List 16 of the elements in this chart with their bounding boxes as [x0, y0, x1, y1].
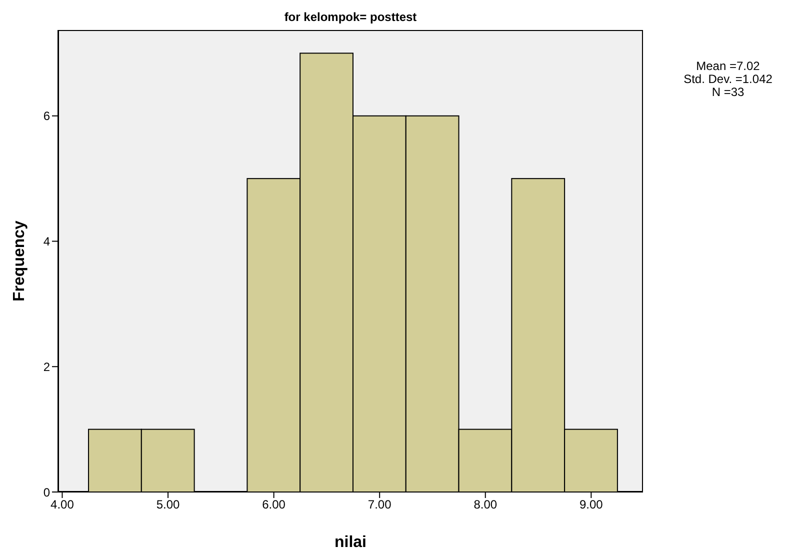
y-tick-label: 4 [43, 234, 50, 249]
x-tick-label: 6.00 [262, 498, 286, 512]
chart-title: for kelompok= posttest [283, 10, 418, 24]
text: Mean =7.02 [695, 59, 761, 73]
x-tick-label: 9.00 [579, 498, 604, 512]
y-tick-label: 6 [43, 109, 50, 124]
x-tick-label: 7.00 [368, 498, 392, 512]
y-tick-label: 2 [43, 360, 50, 374]
y-tick-label: 0 [43, 485, 50, 500]
x-tick-label: 4.00 [50, 498, 74, 512]
y-axis-title: Frequency [11, 220, 29, 302]
x-tick-label: 8.00 [474, 498, 498, 512]
text: N =33 [710, 85, 746, 99]
x-tick-label: 5.00 [156, 498, 180, 512]
x-axis-title: nilai [334, 534, 367, 551]
text: Std. Dev. =1.042 [682, 72, 774, 86]
